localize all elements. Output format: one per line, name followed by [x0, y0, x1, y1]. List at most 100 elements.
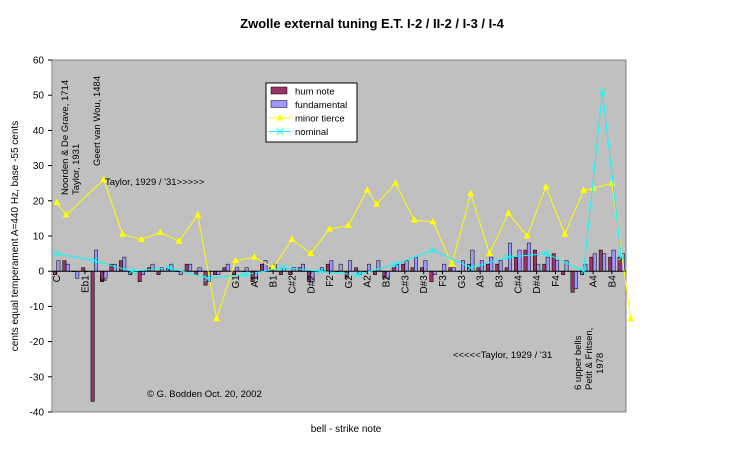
annotation-taylor-1931: Taylor, 1931 — [71, 144, 82, 195]
point-mark-b — [128, 267, 136, 275]
bar-fundamental-37 — [404, 260, 409, 272]
bar-hum-note-34 — [373, 270, 377, 275]
point-minor-tierce-7 — [194, 210, 202, 218]
bar-hum-note-18 — [222, 267, 227, 272]
point-mark-b — [354, 271, 362, 279]
point-mark-b — [316, 267, 324, 275]
y-tick-label: -10 — [30, 302, 45, 313]
x-tick-label: D#4 — [532, 275, 543, 294]
bar-hum-note-48 — [504, 267, 509, 272]
x-tick-label: G2 — [344, 275, 355, 289]
point-nominal-10 — [429, 246, 437, 254]
point-minor-tierce-22 — [467, 189, 475, 197]
y-tick-label: 0 — [38, 267, 44, 278]
point-mark-b — [241, 271, 249, 279]
bar-hum-note-47 — [495, 263, 500, 272]
point-minor-tierce-18 — [391, 179, 399, 186]
y-tick-label: -40 — [30, 408, 45, 419]
y-tick-label: -20 — [30, 337, 45, 348]
bar-fundamental-30 — [338, 263, 343, 272]
legend-marker-nominal-b — [276, 128, 284, 135]
point-minor-tierce-5 — [156, 228, 164, 235]
point-nominal-16 — [617, 253, 625, 261]
bar-fundamental-15 — [197, 267, 202, 272]
point-minor-tierce-24 — [504, 209, 512, 216]
point-mark-b — [467, 264, 475, 272]
bar-hum-note-32 — [354, 267, 359, 272]
point-minor-tierce-19 — [410, 216, 418, 223]
point-minor-tierce-30 — [608, 179, 616, 186]
point-minor-tierce-20 — [429, 217, 437, 225]
legend-item-nominal: nominal — [269, 127, 328, 138]
x-tick-label: C#3 — [400, 275, 411, 294]
bar-fundamental-9 — [141, 270, 146, 275]
bar-hum-note-36 — [391, 267, 396, 272]
point-mark-b — [203, 274, 211, 282]
annotation-geert-van-wou: Geert van Wou, 1484 — [92, 76, 103, 166]
y-tick-label: 30 — [33, 161, 45, 172]
bar-hum-note-11 — [156, 270, 161, 275]
point-mark-b — [617, 253, 625, 261]
x-tick-label: F3 — [438, 275, 449, 287]
bar-fundamental-53 — [555, 260, 560, 272]
point-minor-tierce-11 — [269, 263, 277, 271]
point-nominal-5 — [241, 271, 249, 279]
point-minor-tierce-29 — [589, 184, 597, 191]
point-minor-tierce-4 — [137, 235, 145, 243]
point-nominal-14 — [580, 267, 588, 275]
bar-hum-note-15 — [194, 270, 199, 275]
point-nominal-15 — [599, 88, 606, 96]
bar-hum-note-50 — [523, 249, 528, 272]
bar-hum-note-58 — [598, 249, 603, 272]
y-axis-title: cents equal temperament A=440 Hz, base -… — [10, 121, 21, 351]
point-mark-b — [429, 246, 437, 254]
x-tick-label: F — [99, 275, 110, 281]
x-tick-label: D#2 — [306, 275, 317, 294]
x-tick-label: A4 — [589, 275, 600, 288]
bar-hum-note-22 — [260, 263, 264, 272]
point-minor-tierce-15 — [344, 221, 352, 228]
point-mark-b — [392, 260, 399, 268]
bar-hum-note-49 — [514, 256, 519, 272]
point-mark-b — [505, 253, 512, 261]
bar-fundamental-57 — [592, 253, 597, 272]
point-minor-tierce-1 — [62, 210, 70, 218]
point-minor-tierce-8 — [213, 314, 221, 322]
bar-hum-note-39 — [420, 267, 424, 272]
legend-label-fundamental: fundamental — [295, 100, 347, 111]
point-nominal-12 — [505, 253, 512, 261]
point-nominal-6 — [279, 264, 286, 272]
legend-item-hum-note: hum note — [270, 86, 335, 98]
point-nominal-0 — [53, 250, 61, 257]
x-tick-label: F2 — [325, 275, 336, 287]
bar-hum-note-17 — [213, 270, 217, 275]
y-tick-label: 20 — [33, 196, 45, 207]
bar-hum-note-37 — [401, 263, 406, 272]
bar-hum-note-3 — [81, 267, 86, 272]
point-mark-b — [279, 264, 286, 272]
credit-text: © G. Bodden Oct. 20, 2002 — [147, 389, 262, 400]
point-minor-tierce-13 — [307, 249, 315, 257]
legend-item-minor-tierce: minor tierce — [269, 114, 345, 125]
point-nominal-11 — [467, 264, 475, 272]
legend: hum note fundamental minor tierce nominal — [265, 82, 358, 143]
legend-label-nominal: nominal — [295, 127, 328, 138]
point-nominal-4 — [203, 274, 211, 282]
x-tick-label: B4 — [607, 275, 618, 288]
bar-hum-note-54 — [561, 270, 566, 275]
x-tick-label: B1 — [269, 275, 280, 288]
legend-item-fundamental: fundamental — [270, 100, 347, 111]
x-tick-label: B2 — [382, 275, 393, 288]
legend-swatch-fundamental — [270, 100, 288, 108]
point-minor-tierce-27 — [561, 230, 569, 237]
bar-fundamental-40 — [432, 270, 437, 275]
bar-fundamental-19 — [235, 267, 240, 272]
x-tick-label: C#4 — [513, 275, 524, 294]
chart-title: Zwolle external tuning E.T. I-2 / II-2 /… — [240, 16, 504, 31]
x-axis-title: bell - strike note — [311, 424, 382, 435]
legend-swatch-hum-note — [270, 86, 288, 95]
bar-fundamental-31 — [348, 260, 353, 272]
y-tick-label: -30 — [30, 372, 45, 383]
bar-fundamental-42 — [451, 267, 456, 272]
x-tick-label: Eb1 — [80, 275, 91, 293]
